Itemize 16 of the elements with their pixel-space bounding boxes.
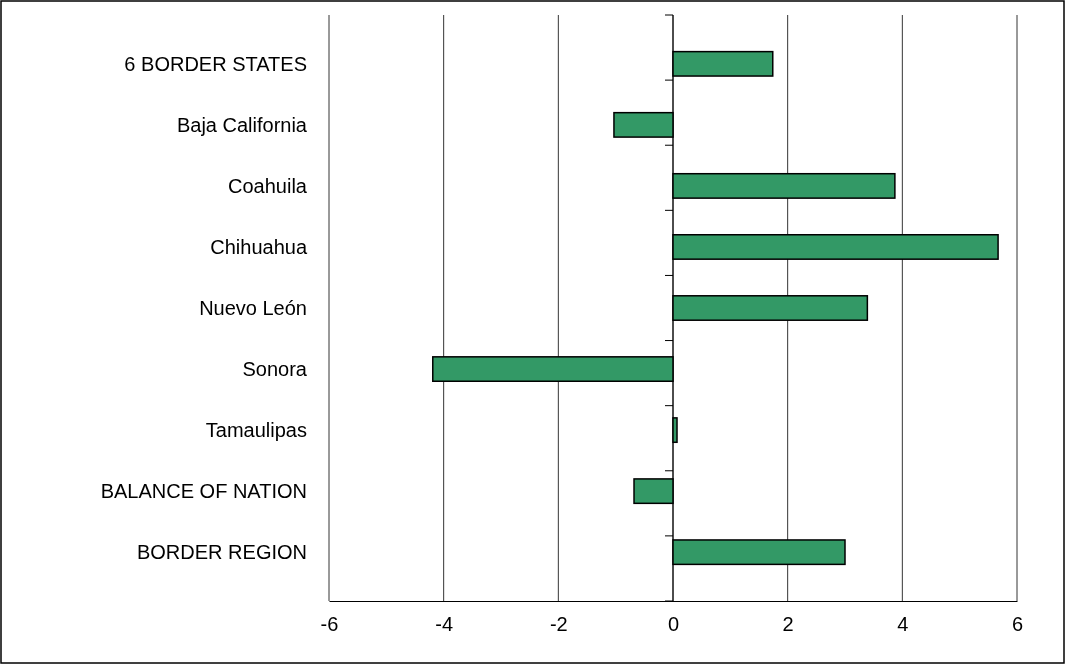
y-tick-label: Sonora <box>242 358 308 381</box>
x-tick-label: 2 <box>782 613 794 636</box>
x-tick-label: 6 <box>1011 613 1024 636</box>
y-tick-label: Baja California <box>176 113 308 136</box>
x-tick-label: -6 <box>320 613 339 636</box>
y-tick-label: Tamaulipas <box>205 419 307 442</box>
y-tick-label: BALANCE OF NATION <box>100 480 307 503</box>
y-tick-label: 6 BORDER STATES <box>124 52 307 75</box>
x-tick-label: -2 <box>549 613 568 636</box>
y-tick-label: Nuevo León <box>199 297 307 319</box>
x-tick-label: 4 <box>897 613 909 636</box>
y-tick-label: BORDER REGION <box>136 541 307 564</box>
x-tick-label: 0 <box>667 613 680 636</box>
x-tick-label: -4 <box>435 613 454 636</box>
y-tick-label: Coahuila <box>228 174 308 197</box>
y-tick-label: Chihuahua <box>210 235 308 258</box>
